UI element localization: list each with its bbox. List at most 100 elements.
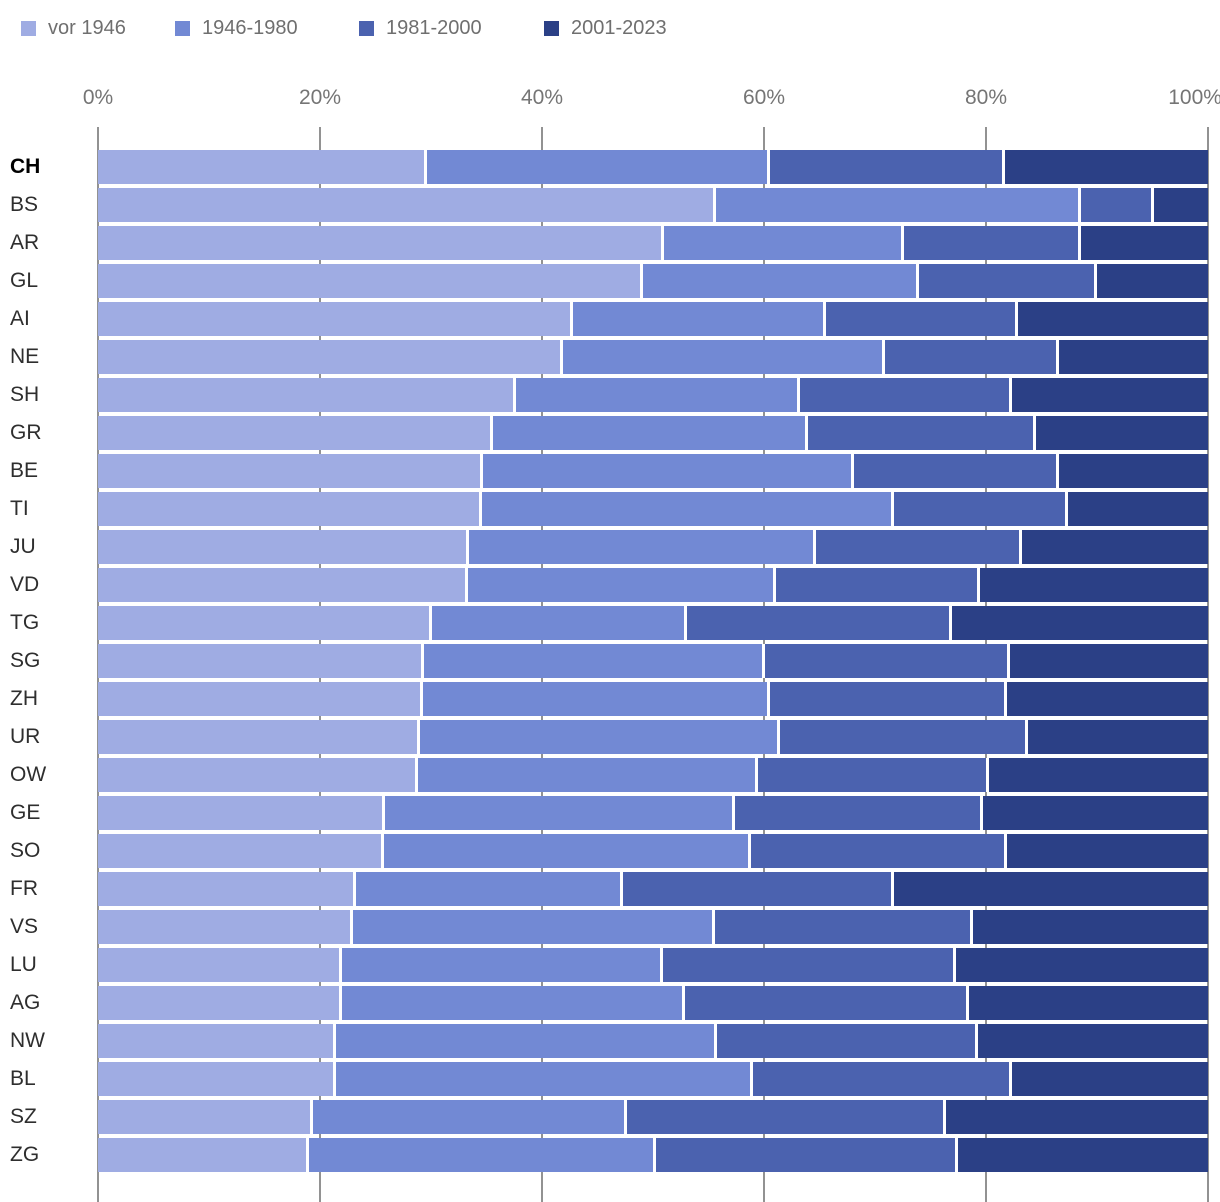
bar-segment[interactable] <box>884 340 1060 374</box>
bar-segment[interactable] <box>808 416 1036 450</box>
bar-segment[interactable] <box>335 1024 718 1058</box>
bar-segment[interactable] <box>1153 188 1208 222</box>
bar-segment[interactable] <box>779 720 1029 754</box>
bar-segment[interactable] <box>98 264 643 298</box>
bar-segment[interactable] <box>685 986 970 1020</box>
bar-segment[interactable] <box>98 758 418 792</box>
bar-segment[interactable] <box>989 758 1208 792</box>
bar-segment[interactable] <box>98 454 484 488</box>
bar-segment[interactable] <box>342 986 686 1020</box>
bar-segment[interactable] <box>1059 454 1208 488</box>
bar-segment[interactable] <box>662 948 957 982</box>
bar-segment[interactable] <box>1081 226 1208 260</box>
bar-segment[interactable] <box>98 682 424 716</box>
bar-segment[interactable] <box>717 1024 979 1058</box>
bar-segment[interactable] <box>384 834 751 868</box>
bar-segment[interactable] <box>893 492 1069 526</box>
bar-segment[interactable] <box>919 264 1097 298</box>
bar-segment[interactable] <box>776 568 981 602</box>
bar-segment[interactable] <box>98 340 564 374</box>
bar-segment[interactable] <box>1021 530 1208 564</box>
bar-segment[interactable] <box>98 492 483 526</box>
bar-segment[interactable] <box>98 530 469 564</box>
bar-segment[interactable] <box>1059 340 1208 374</box>
bar-segment[interactable] <box>826 302 1019 336</box>
bar-segment[interactable] <box>969 986 1208 1020</box>
bar-segment[interactable] <box>432 606 688 640</box>
bar-segment[interactable] <box>98 1062 336 1096</box>
bar-segment[interactable] <box>516 378 800 412</box>
bar-segment[interactable] <box>468 530 817 564</box>
bar-segment[interactable] <box>1007 682 1208 716</box>
bar-segment[interactable] <box>423 682 770 716</box>
bar-segment[interactable] <box>98 796 386 830</box>
bar-segment[interactable] <box>853 454 1060 488</box>
bar-segment[interactable] <box>765 644 1011 678</box>
bar-segment[interactable] <box>1010 644 1208 678</box>
legend-item-1946-1980[interactable]: 1946-1980 <box>175 12 298 44</box>
bar-segment[interactable] <box>1018 302 1208 336</box>
bar-segment[interactable] <box>98 150 427 184</box>
legend-item-vor-1946[interactable]: vor 1946 <box>21 12 126 44</box>
bar-segment[interactable] <box>483 454 854 488</box>
bar-segment[interactable] <box>627 1100 947 1134</box>
bar-segment[interactable] <box>355 872 624 906</box>
bar-segment[interactable] <box>98 1100 314 1134</box>
bar-segment[interactable] <box>482 492 894 526</box>
bar-segment[interactable] <box>1011 1062 1208 1096</box>
bar-segment[interactable] <box>750 834 1008 868</box>
bar-segment[interactable] <box>1081 188 1154 222</box>
bar-segment[interactable] <box>98 1138 309 1172</box>
bar-segment[interactable] <box>1097 264 1208 298</box>
bar-segment[interactable] <box>972 910 1208 944</box>
bar-segment[interactable] <box>735 796 983 830</box>
bar-segment[interactable] <box>98 1024 336 1058</box>
bar-segment[interactable] <box>656 1138 959 1172</box>
bar-segment[interactable] <box>493 416 809 450</box>
bar-segment[interactable] <box>946 1100 1208 1134</box>
legend-item-2001-2023[interactable]: 2001-2023 <box>544 12 667 44</box>
bar-segment[interactable] <box>353 910 716 944</box>
bar-segment[interactable] <box>98 606 433 640</box>
bar-segment[interactable] <box>424 644 766 678</box>
bar-segment[interactable] <box>643 264 920 298</box>
bar-segment[interactable] <box>467 568 777 602</box>
bar-segment[interactable] <box>98 910 354 944</box>
bar-segment[interactable] <box>98 226 665 260</box>
bar-segment[interactable] <box>313 1100 628 1134</box>
bar-segment[interactable] <box>98 720 420 754</box>
bar-segment[interactable] <box>951 606 1208 640</box>
bar-segment[interactable] <box>308 1138 657 1172</box>
bar-segment[interactable] <box>769 682 1008 716</box>
bar-segment[interactable] <box>98 644 425 678</box>
bar-segment[interactable] <box>715 910 973 944</box>
bar-segment[interactable] <box>342 948 663 982</box>
bar-segment[interactable] <box>385 796 736 830</box>
bar-segment[interactable] <box>978 1024 1208 1058</box>
bar-segment[interactable] <box>956 948 1208 982</box>
bar-segment[interactable] <box>982 796 1208 830</box>
bar-segment[interactable] <box>1028 720 1208 754</box>
bar-segment[interactable] <box>98 302 574 336</box>
bar-segment[interactable] <box>769 150 1005 184</box>
bar-segment[interactable] <box>623 872 894 906</box>
legend-item-1981-2000[interactable]: 1981-2000 <box>359 12 482 44</box>
bar-segment[interactable] <box>573 302 827 336</box>
bar-segment[interactable] <box>98 378 517 412</box>
bar-segment[interactable] <box>893 872 1208 906</box>
bar-segment[interactable] <box>903 226 1082 260</box>
bar-segment[interactable] <box>335 1062 753 1096</box>
bar-segment[interactable] <box>1004 150 1208 184</box>
bar-segment[interactable] <box>98 568 468 602</box>
bar-segment[interactable] <box>958 1138 1208 1172</box>
bar-segment[interactable] <box>752 1062 1012 1096</box>
bar-segment[interactable] <box>687 606 952 640</box>
bar-segment[interactable] <box>664 226 904 260</box>
bar-segment[interactable] <box>1068 492 1208 526</box>
bar-segment[interactable] <box>799 378 1012 412</box>
bar-segment[interactable] <box>417 758 759 792</box>
bar-segment[interactable] <box>563 340 885 374</box>
bar-segment[interactable] <box>1011 378 1208 412</box>
bar-segment[interactable] <box>980 568 1208 602</box>
bar-segment[interactable] <box>1035 416 1208 450</box>
